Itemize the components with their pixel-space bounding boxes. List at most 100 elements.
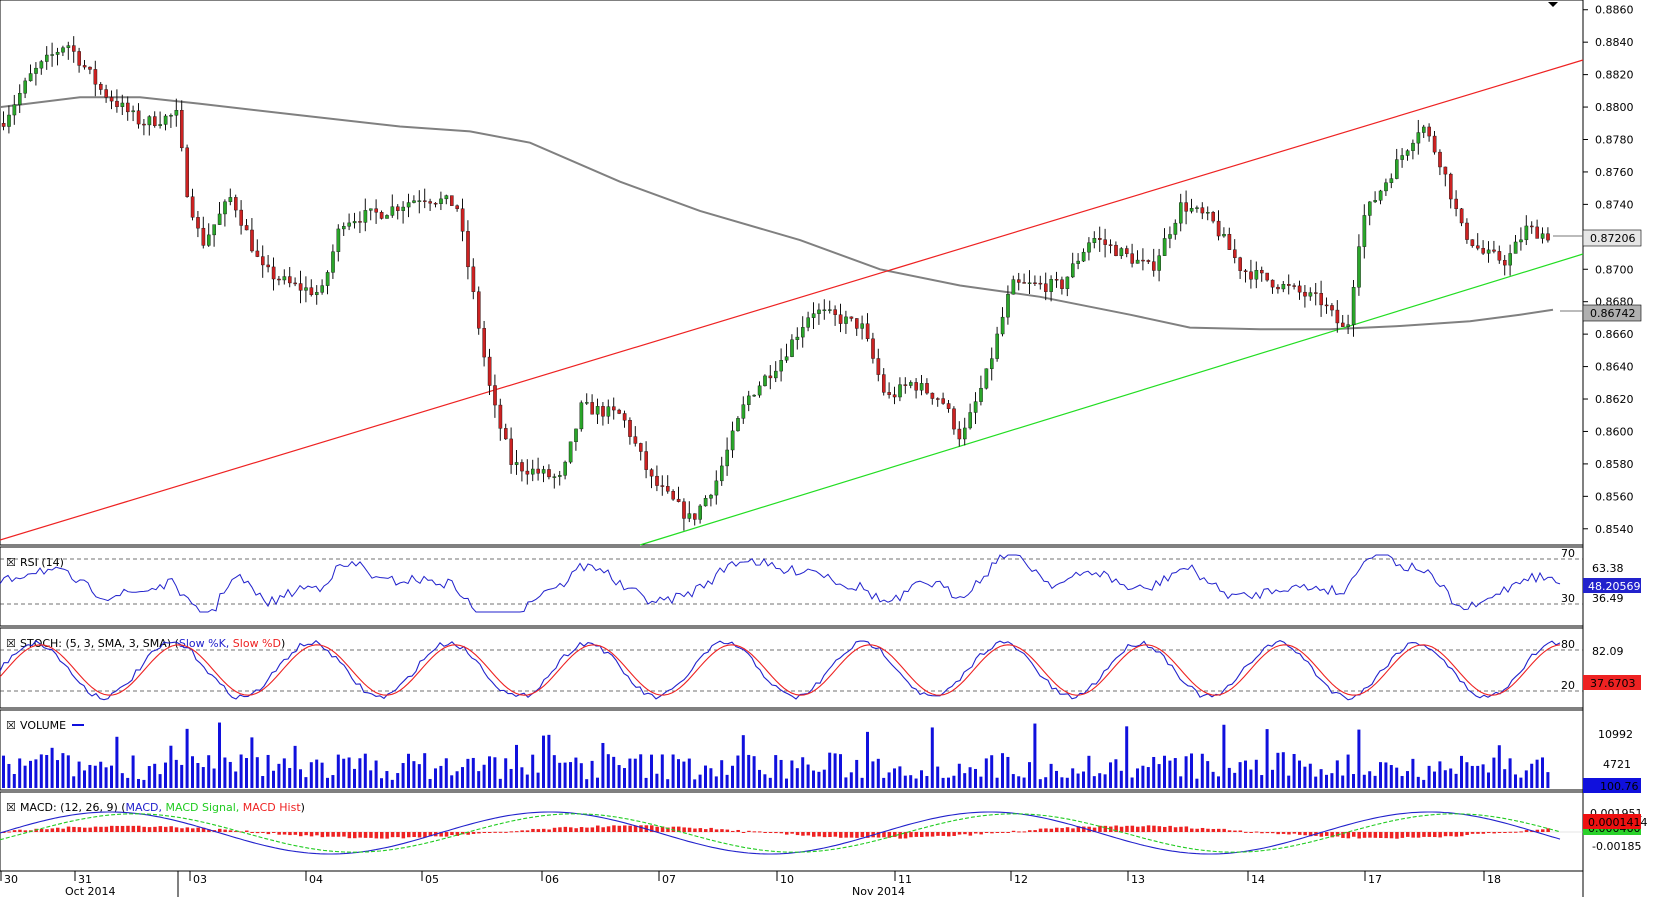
volume-bar [1330, 773, 1334, 788]
macd-hist-bar [801, 832, 805, 836]
volume-bar [110, 765, 113, 788]
macd-hist-bar [185, 827, 190, 832]
volume-bar [1200, 753, 1204, 788]
volume-bar [1481, 764, 1485, 788]
volume-bar [650, 754, 653, 788]
macd-hist-bar [1308, 832, 1313, 837]
stoch-panel[interactable]: ☒ STOCH: (5, 3, SMA, 3, SMA) (Slow %K, S… [0, 637, 1641, 701]
candle [1513, 241, 1518, 254]
rsi-checkbox-icon[interactable]: ☒ [6, 556, 16, 569]
macd-hist-bar [698, 828, 703, 832]
macd-hist-bar [407, 832, 411, 838]
volume-bar [633, 758, 637, 788]
candle [979, 387, 983, 402]
candle [66, 45, 71, 48]
macd-hist-bar [979, 832, 983, 835]
macd-hist-bar [596, 825, 600, 832]
candle [871, 338, 875, 359]
macd-hist-bar [245, 830, 249, 832]
volume-bar [1325, 774, 1328, 788]
resistance-trendline[interactable] [0, 59, 1584, 541]
macd-hist-bar [752, 831, 757, 833]
candle [1303, 291, 1307, 297]
volume-bar [968, 767, 972, 788]
macd-hist-bar [228, 830, 233, 832]
macd-hist-bar [682, 827, 686, 832]
macd-hist-bar [655, 826, 659, 832]
macd-hist-bar [385, 832, 389, 839]
volume-bar [990, 755, 994, 788]
macd-checkbox-icon[interactable]: ☒ [6, 801, 16, 814]
volume-bar [174, 759, 178, 788]
macd-hist-bar [380, 832, 384, 839]
candle [277, 278, 281, 281]
volume-bar [1109, 762, 1112, 788]
support-trendline[interactable] [639, 253, 1584, 546]
volume-bar [558, 762, 562, 788]
volume-bar [1055, 770, 1058, 788]
rsi-panel[interactable]: ☒ RSI (14) 70 30 63.38 36.49 48.20569 [0, 547, 1641, 613]
volume-bar [693, 779, 697, 788]
macd-hist-bar [466, 832, 470, 835]
candle [644, 451, 648, 470]
volume-bar [1411, 758, 1415, 788]
x-tick-label: 10 [780, 873, 794, 886]
candle [1205, 212, 1210, 214]
price-tick-label: 0.8860 [1595, 4, 1634, 17]
volume-bar [1195, 778, 1199, 788]
volume-bar [223, 757, 227, 788]
stoch-checkbox-icon[interactable]: ☒ [6, 637, 16, 650]
macd-hist-bar [1249, 832, 1253, 833]
candle [88, 66, 92, 70]
volume-checkbox-icon[interactable]: ☒ [6, 719, 16, 732]
macd-panel[interactable]: ☒ MACD: (12, 26, 9) (MACD, MACD Signal, … [0, 801, 1648, 855]
candle [331, 251, 335, 273]
candle [125, 102, 130, 113]
scroll-marker-icon[interactable] [1548, 2, 1558, 7]
price-panel[interactable]: 0.8860 0.8840 0.8820 0.8800 0.8780 0.8760 0.87… [0, 2, 1642, 546]
macd-hist-bar [747, 830, 751, 832]
stoch-level-80: 80 [1561, 638, 1575, 651]
macd-signal-line [0, 813, 1561, 853]
macd-hist-bar [520, 830, 524, 832]
volume-bar [1535, 759, 1539, 788]
candle [271, 266, 276, 280]
candle [855, 318, 859, 329]
candle [487, 356, 492, 386]
volume-panel[interactable]: ☒ VOLUME 10992 4721 100.76 [2, 719, 1641, 793]
volume-bar [785, 778, 788, 788]
macd-hist-bar [876, 832, 881, 838]
volume-bar [1076, 773, 1080, 788]
volume-bar [1368, 771, 1372, 788]
candle [233, 197, 238, 211]
volume-bar [1211, 771, 1215, 788]
volume-bar [1271, 769, 1274, 788]
candle [698, 505, 702, 520]
macd-histogram [0, 825, 1583, 839]
macd-hist-bar [606, 826, 611, 832]
x-tick-label: 18 [1487, 873, 1501, 886]
volume-bar [1395, 767, 1399, 788]
candle [1481, 248, 1485, 254]
price-tick-label: 0.8820 [1595, 69, 1634, 82]
candle [1524, 225, 1529, 241]
x-month-label: Oct 2014 [65, 885, 116, 897]
volume-bar [871, 761, 875, 788]
rsi-level-30: 30 [1561, 592, 1575, 605]
volume-bar [369, 770, 373, 788]
rsi-level-70: 70 [1561, 547, 1575, 560]
candle [1416, 132, 1421, 144]
candle [828, 309, 832, 311]
candle [671, 491, 675, 500]
volume-bar [218, 722, 221, 788]
macd-hist-bar [925, 832, 929, 837]
volume-bar [1541, 757, 1544, 788]
candle [1270, 279, 1275, 288]
volume-bar [1254, 759, 1258, 788]
macd-hist-bar [1168, 825, 1172, 832]
stoch-d-label: Slow %D [233, 637, 281, 650]
candle [1119, 248, 1124, 257]
candle [1151, 261, 1156, 271]
candle [806, 317, 810, 328]
